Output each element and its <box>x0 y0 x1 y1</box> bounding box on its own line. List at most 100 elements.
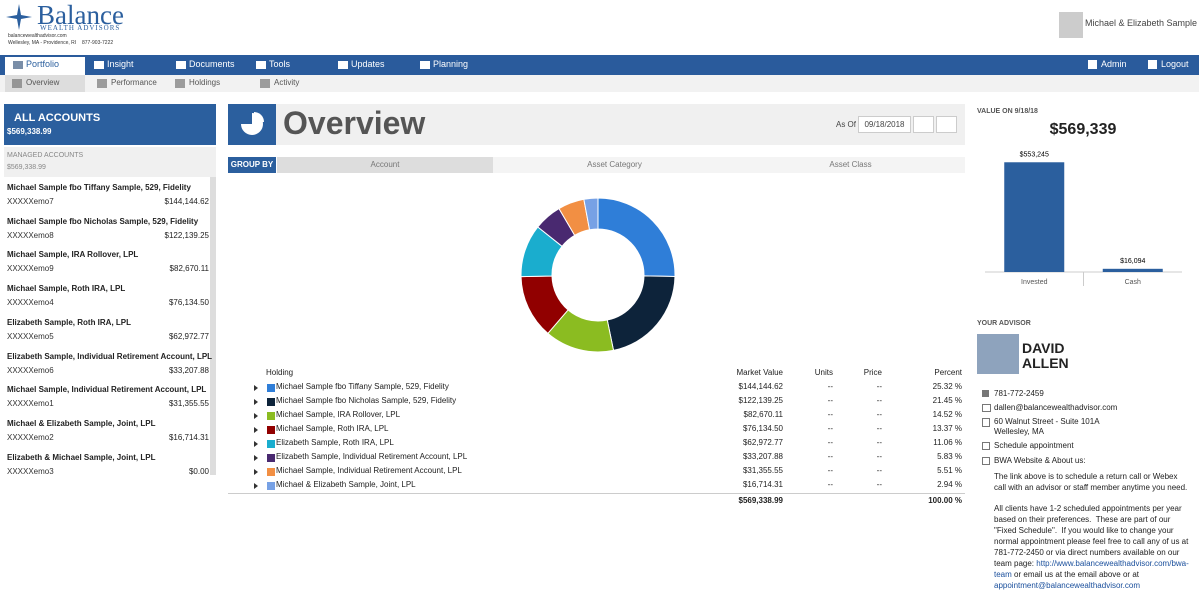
expand-arrow[interactable] <box>254 399 258 405</box>
advisor-policy: All clients have 1-2 scheduled appointme… <box>994 503 1189 591</box>
icon <box>982 390 989 397</box>
account-number: XXXXXemo2 <box>7 432 54 442</box>
expand-arrow[interactable] <box>254 483 258 489</box>
units: -- <box>827 466 833 475</box>
percent: 13.37 % <box>932 424 962 433</box>
nav-icon <box>176 61 186 69</box>
account-value: $0.00 <box>188 466 209 476</box>
team-link[interactable]: http://www.balancewealthadvisor.com/bwa-… <box>994 559 1189 579</box>
market-value: $122,139.25 <box>738 396 784 405</box>
account-name[interactable]: Michael Sample fbo Nicholas Sample, 529,… <box>7 216 199 226</box>
nav-item[interactable]: Portfolio <box>26 59 60 69</box>
managed-box[interactable] <box>4 147 216 177</box>
holding-name: Michael & Elizabeth Sample, Joint, LPL <box>276 480 416 489</box>
group-tab[interactable]: Account <box>277 157 493 173</box>
nav-item[interactable]: Logout <box>1161 59 1189 69</box>
legend-swatch <box>267 454 275 462</box>
account-name[interactable]: Elizabeth Sample, Roth IRA, LPL <box>7 317 132 327</box>
market-value: $62,972.77 <box>742 438 783 447</box>
units: -- <box>827 452 833 461</box>
group-by-label: GROUP BY <box>228 157 276 173</box>
refresh-button[interactable] <box>913 116 934 133</box>
pie-icon <box>241 112 264 135</box>
account-name[interactable]: Michael Sample, IRA Rollover, LPL <box>7 250 139 260</box>
all-accounts-box[interactable] <box>4 104 216 145</box>
icon <box>982 457 990 465</box>
account-name[interactable]: Elizabeth Sample, Individual Retirement … <box>7 351 213 361</box>
nav-icon <box>94 61 104 69</box>
price: -- <box>876 452 882 461</box>
scrollbar[interactable] <box>210 177 216 475</box>
account-value: $62,972.77 <box>168 331 209 341</box>
account-name[interactable]: Michael Sample fbo Tiffany Sample, 529, … <box>7 183 191 192</box>
column-header: Holding <box>266 368 294 377</box>
price: -- <box>876 438 882 447</box>
as-of-input[interactable]: 09/18/2018 <box>858 116 911 133</box>
site: balancewealthadvisor.com <box>8 33 67 39</box>
account-number: XXXXXemo9 <box>7 264 54 274</box>
nav-item[interactable]: Insight <box>107 59 134 69</box>
account-name[interactable]: Michael & Elizabeth Sample, Joint, LPL <box>7 418 156 428</box>
donut-segment <box>597 197 676 278</box>
donut-segment <box>583 197 599 231</box>
percent: 11.06 % <box>933 438 962 447</box>
print-button[interactable] <box>936 116 957 133</box>
nav-item[interactable]: Admin <box>1101 59 1127 69</box>
bar <box>1102 268 1163 272</box>
expand-arrow[interactable] <box>254 469 258 475</box>
subnav-item[interactable]: Holdings <box>189 78 221 87</box>
subnav-item[interactable]: Performance <box>111 78 157 87</box>
holding-name: Elizabeth Sample, Individual Retirement … <box>276 452 468 461</box>
expand-arrow[interactable] <box>254 385 258 391</box>
advisor-label: YOUR ADVISOR <box>977 320 1031 327</box>
managed-label: MANAGED ACCOUNTS <box>7 152 84 159</box>
nav-item[interactable]: Planning <box>433 59 469 69</box>
nav-icon <box>256 61 266 69</box>
advisor-first-name: DAVID <box>1022 340 1065 356</box>
schedule-link[interactable]: Schedule appointment <box>994 441 1074 450</box>
value-title: VALUE ON 9/18/18 <box>977 108 1038 115</box>
nav-item[interactable]: Updates <box>351 59 385 69</box>
overview-header <box>228 104 965 145</box>
advisor-email[interactable]: dallen@balancewealthadvisor.com <box>994 403 1118 412</box>
subnav-item[interactable]: Activity <box>274 78 300 87</box>
units: -- <box>827 438 833 447</box>
policy-text: All clients have 1-2 scheduled appointme… <box>994 504 1191 568</box>
market-value: $16,714.31 <box>742 480 783 489</box>
account-number: XXXXXemo1 <box>7 399 54 409</box>
nav-bar <box>0 55 1199 75</box>
account-name[interactable]: Michael Sample, Individual Retirement Ac… <box>7 385 207 395</box>
avatar[interactable] <box>1059 12 1083 38</box>
expand-arrow[interactable] <box>254 441 258 447</box>
group-tab[interactable]: Asset Class <box>736 157 965 173</box>
phone: 877-903-7222 <box>82 40 114 46</box>
nav-item[interactable]: Documents <box>189 59 235 69</box>
nav-icon <box>13 61 23 69</box>
legend-swatch <box>267 384 275 392</box>
website-link[interactable]: BWA Website & About us: <box>994 456 1086 465</box>
account-number: XXXXXemo8 <box>7 230 54 240</box>
appointment-email[interactable]: appointment@balancewealthadvisor.com <box>994 581 1140 590</box>
account-value: $33,207.88 <box>168 365 209 375</box>
holding-name: Michael Sample, IRA Rollover, LPL <box>276 410 401 419</box>
price: -- <box>876 382 882 391</box>
percent: 2.94 % <box>937 480 962 489</box>
nav-item[interactable]: Tools <box>269 59 291 69</box>
holding-name: Michael Sample fbo Nicholas Sample, 529,… <box>276 396 457 405</box>
percent: 25.32 % <box>932 382 962 391</box>
bar-value-label: $553,245 <box>1020 151 1049 158</box>
account-value: $16,714.31 <box>168 432 209 442</box>
subnav-item[interactable]: Overview <box>26 78 60 87</box>
user-menu[interactable]: Michael & Elizabeth Sample <box>1085 18 1198 28</box>
account-name[interactable]: Elizabeth & Michael Sample, Joint, LPL <box>7 452 156 462</box>
market-value: $144,144.62 <box>738 382 784 391</box>
expand-arrow[interactable] <box>254 413 258 419</box>
advisor-photo <box>977 334 1019 374</box>
group-tab[interactable]: Asset Category <box>493 157 736 173</box>
expand-arrow[interactable] <box>254 427 258 433</box>
account-name[interactable]: Michael Sample, Roth IRA, LPL <box>7 284 126 294</box>
expand-arrow[interactable] <box>254 455 258 461</box>
legend-swatch <box>267 440 275 448</box>
price: -- <box>876 466 882 475</box>
